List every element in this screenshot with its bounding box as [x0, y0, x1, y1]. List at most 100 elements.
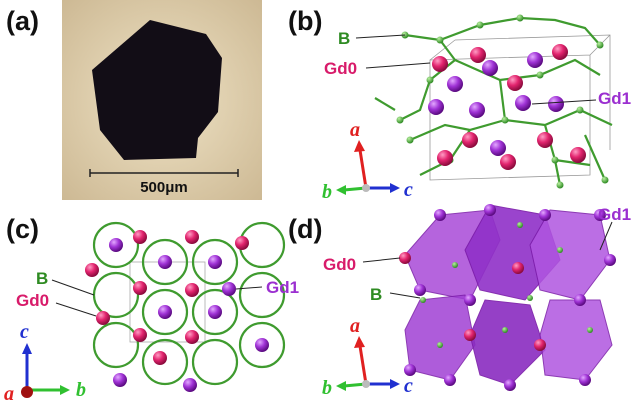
b-ring [92, 271, 140, 319]
gd1-atom [464, 294, 476, 306]
gd1-atom [414, 284, 426, 296]
leader-line [51, 279, 95, 296]
gd0-atom [470, 47, 486, 63]
unit-cell [429, 34, 611, 181]
b-atom [516, 14, 524, 22]
crystal [92, 20, 222, 160]
gd1-atom [183, 378, 197, 392]
gd0-atom [432, 56, 448, 72]
gd1-atom [548, 96, 564, 112]
gd0-atom [512, 262, 524, 274]
b-atom [536, 71, 544, 79]
gd1-atom [428, 99, 444, 115]
atom-label: B [370, 285, 382, 304]
polyhedron [404, 294, 476, 381]
gd1-atom [469, 102, 485, 118]
gd1-atom [484, 204, 496, 216]
b-ring [92, 221, 140, 269]
b-ring [191, 288, 239, 336]
scale-label: 500μm [140, 179, 188, 196]
b-atom [596, 41, 604, 49]
gd0-atom [552, 44, 568, 60]
gd1-atoms [428, 52, 564, 156]
axis-label: b [322, 181, 332, 203]
panel-label: (b) [288, 6, 322, 36]
gd0-atom [133, 328, 147, 342]
gd1-atoms [109, 238, 269, 392]
gd0-atoms [85, 230, 249, 365]
gd1-atom [208, 255, 222, 269]
leader-line [599, 221, 613, 251]
axis-label: c [404, 375, 413, 397]
gd1-atom [515, 95, 531, 111]
axis-label: c [404, 179, 413, 201]
gd1-atom [113, 373, 127, 387]
axis-label: a [350, 315, 360, 337]
atom-label: Gd0 [324, 59, 357, 78]
gd0-atom [185, 230, 199, 244]
b-atom [426, 76, 434, 84]
gd1-atom [404, 364, 416, 376]
gd0-atom [500, 154, 516, 170]
axis-label: b [322, 377, 332, 399]
arrowhead [22, 343, 32, 354]
gd0-atom [185, 283, 199, 297]
b-ring [191, 338, 239, 386]
b-atom [436, 36, 444, 44]
polyhedron [469, 299, 546, 386]
gd0-atom [133, 230, 147, 244]
b-ring [141, 288, 189, 336]
gd1-atom [482, 60, 498, 76]
b-ring [238, 321, 286, 369]
leader-line [55, 302, 97, 317]
gd1-atom [444, 374, 456, 386]
arrowhead [336, 185, 346, 195]
arrowhead [354, 336, 365, 348]
b-ring [191, 238, 239, 286]
gd1-atom [158, 255, 172, 269]
b-atom [551, 156, 559, 164]
axis-triad [21, 343, 70, 398]
gd1-atom [158, 305, 172, 319]
gd1-atom [434, 209, 446, 221]
b-atom [437, 342, 443, 348]
gd1-atom [604, 254, 616, 266]
leader-line [235, 286, 263, 290]
origin [21, 386, 33, 398]
gd0-atom [185, 330, 199, 344]
b-atom [501, 116, 509, 124]
gd0-atom [133, 281, 147, 295]
gd1-atom [208, 305, 222, 319]
b-atom [576, 106, 584, 114]
axis-label: c [20, 321, 29, 343]
axis-label: b [76, 379, 86, 401]
panel-label: (a) [6, 6, 39, 36]
gd0-atom [235, 236, 249, 250]
origin [362, 380, 370, 388]
atom-label: B [36, 269, 48, 288]
arrowhead [336, 381, 346, 391]
leader-line [389, 292, 421, 299]
gd1-atom [539, 209, 551, 221]
axis-label: a [4, 383, 14, 405]
b-atom [587, 327, 593, 333]
panel-label: (c) [6, 214, 39, 244]
b-ring [92, 321, 140, 369]
leader-line [355, 34, 406, 39]
gd0-atom [437, 150, 453, 166]
gd1-atom [579, 374, 591, 386]
atom-label: B [338, 29, 350, 48]
b-ring [141, 338, 189, 386]
gd1-atom [255, 338, 269, 352]
gd1-atom [574, 294, 586, 306]
arrowhead [390, 379, 400, 389]
gd0-atom [153, 351, 167, 365]
b-atom [557, 247, 563, 253]
gd0-atoms [432, 44, 586, 170]
b-atom [556, 181, 564, 189]
gd0-atom [399, 252, 411, 264]
atom-label: Gd1 [266, 278, 299, 297]
gd1-atom [109, 238, 123, 252]
gd1-atom [594, 209, 606, 221]
